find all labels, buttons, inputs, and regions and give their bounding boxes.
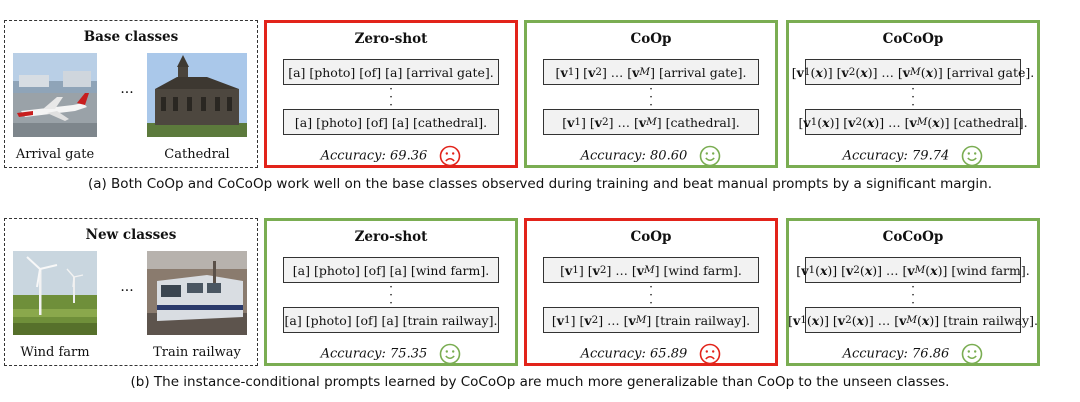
- accuracy-value: 79.74: [912, 148, 950, 164]
- caption-b: (b) The instance-conditional prompts lea…: [130, 374, 950, 390]
- new-classes-title: New classes: [85, 227, 177, 243]
- arrival-gate-image: [13, 53, 97, 137]
- panel-title: Zero-shot: [354, 229, 428, 245]
- prompt-class-text: [train railway].: [943, 312, 1038, 328]
- cocoop-panel: CoCoOp [v 1(x)] [v 2(x)] … [v M(x)] [wind f…: [786, 218, 1040, 366]
- wind-farm-image: [13, 251, 97, 335]
- train-railway-image: [147, 251, 247, 335]
- coop-panel: CoOp [v 1] [v 2] … [v M] [arrival gate]. · ·…: [524, 20, 778, 168]
- accuracy-line: Accuracy: 69.36: [267, 145, 515, 167]
- happy-face-icon: [699, 145, 721, 167]
- vertical-ellipsis: · · ·: [649, 280, 653, 310]
- accuracy-value: 69.36: [390, 148, 428, 164]
- new-classes-box: New classes ···: [4, 218, 258, 366]
- panel-title: CoCoOp: [882, 31, 944, 47]
- prompt-class-text: [arrival gate].: [658, 64, 747, 80]
- accuracy-line: Accuracy: 75.35: [267, 343, 515, 365]
- cocoop-panel: CoCoOp [v 1(x)] [v 2(x)] … [v M(x)] [arriva…: [786, 20, 1040, 168]
- cathedral-label: Cathedral: [164, 147, 230, 162]
- prompt-box: [v 1(x)] [v 2(x)] … [v M(x)] [train railway…: [788, 307, 1038, 333]
- accuracy-line: Accuracy: 79.74: [789, 145, 1037, 167]
- accuracy-value: 75.35: [390, 346, 428, 362]
- caption-a: (a) Both CoOp and CoCoOp work well on th…: [87, 176, 993, 192]
- base-classes-box: Base classes ···: [4, 20, 258, 168]
- prompt-box: [v 1] [v 2] … [v M] [cathedral].: [543, 109, 759, 135]
- sad-face-icon: [439, 145, 461, 167]
- prompt-box: [v 1] [v 2] … [v M] [arrival gate].: [543, 59, 759, 85]
- prompt-box: [v 1] [v 2] … [v M] [train railway].: [543, 307, 759, 333]
- prompt-box: [v 1(x)] [v 2(x)] … [v M(x)] [arrival gate]…: [792, 59, 1034, 85]
- accuracy-label: Accuracy:: [320, 346, 386, 362]
- accuracy-line: Accuracy: 76.86: [789, 343, 1037, 365]
- accuracy-label: Accuracy:: [320, 148, 386, 164]
- accuracy-label: Accuracy:: [580, 148, 646, 164]
- accuracy-label: Accuracy:: [842, 346, 908, 362]
- accuracy-value: 76.86: [912, 346, 950, 362]
- accuracy-line: Accuracy: 80.60: [527, 145, 775, 167]
- prompt-class-text: [wind farm].: [663, 262, 742, 278]
- cathedral-image: [147, 53, 247, 137]
- arrival-gate-label: Arrival gate: [15, 147, 95, 162]
- prompt-box: [a] [photo] [of] [a] [cathedral].: [283, 109, 499, 135]
- coop-panel: CoOp [v 1] [v 2] … [v M] [wind farm]. · · · […: [524, 218, 778, 366]
- vertical-ellipsis: · · ·: [389, 82, 393, 112]
- prompt-class-text: [cathedral].: [953, 114, 1028, 130]
- accuracy-value: 65.89: [650, 346, 688, 362]
- ellipsis-horizontal: ···: [120, 283, 134, 299]
- vertical-ellipsis: · · ·: [389, 280, 393, 310]
- ellipsis-horizontal: ···: [120, 85, 134, 101]
- wind-farm-label: Wind farm: [20, 345, 90, 360]
- panel-title: CoCoOp: [882, 229, 944, 245]
- prompt-class-text: [arrival gate].: [946, 64, 1035, 80]
- vertical-ellipsis: · · ·: [911, 280, 915, 310]
- accuracy-label: Accuracy:: [842, 148, 908, 164]
- prompt-box: [a] [photo] [of] [a] [arrival gate].: [283, 59, 499, 85]
- prompt-box: [a] [photo] [of] [a] [train railway].: [283, 307, 499, 333]
- happy-face-icon: [961, 343, 983, 365]
- sad-face-icon: [699, 343, 721, 365]
- happy-face-icon: [961, 145, 983, 167]
- prompt-box: [v 1(x)] [v 2(x)] … [v M(x)] [cathedral].: [798, 109, 1028, 135]
- prompt-class-text: [cathedral].: [665, 114, 740, 130]
- panel-title: Zero-shot: [354, 31, 428, 47]
- zero-shot-panel: Zero-shot [a] [photo] [of] [a] [arrival …: [264, 20, 518, 168]
- accuracy-label: Accuracy:: [580, 346, 646, 362]
- prompt-box: [v 1(x)] [v 2(x)] … [v M(x)] [wind farm].: [796, 257, 1030, 283]
- panel-title: CoOp: [630, 31, 672, 47]
- prompt-box: [a] [photo] [of] [a] [wind farm].: [283, 257, 499, 283]
- prompt-box: [v 1] [v 2] … [v M] [wind farm].: [543, 257, 759, 283]
- vertical-ellipsis: · · ·: [911, 82, 915, 112]
- accuracy-line: Accuracy: 65.89: [527, 343, 775, 365]
- happy-face-icon: [439, 343, 461, 365]
- train-railway-label: Train railway: [153, 345, 241, 360]
- prompt-class-text: [train railway].: [655, 312, 751, 328]
- base-classes-title: Base classes: [83, 29, 179, 45]
- accuracy-value: 80.60: [650, 148, 688, 164]
- vertical-ellipsis: · · ·: [649, 82, 653, 112]
- prompt-class-text: [wind farm].: [951, 262, 1030, 278]
- panel-title: CoOp: [630, 229, 672, 245]
- zero-shot-panel: Zero-shot [a] [photo] [of] [a] [wind far…: [264, 218, 518, 366]
